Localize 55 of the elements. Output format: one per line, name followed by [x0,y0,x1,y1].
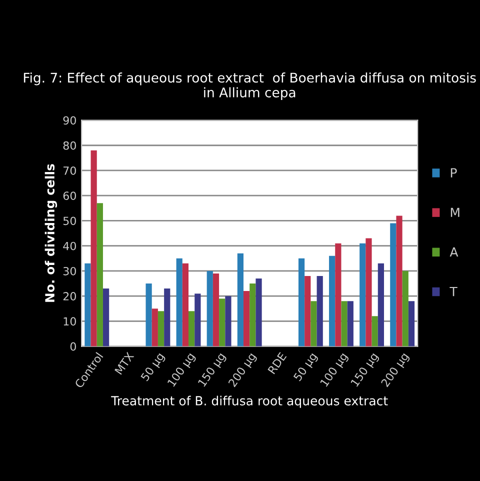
legend-label: T [450,287,458,296]
bar [176,258,182,346]
x-tick-label: 50 µg [140,352,166,383]
y-tick-label: 20 [63,292,76,300]
bar [256,278,262,346]
bar [366,238,372,346]
bar [396,216,402,346]
legend-label: A [450,247,458,257]
bar [347,301,354,346]
bar [182,263,189,346]
bar [298,258,305,346]
bar [84,263,91,346]
y-axis-title: No. of dividing cells [44,164,58,302]
y-tick-label: 30 [63,266,76,276]
bar [390,223,396,346]
bar [237,253,244,346]
bar [206,270,213,346]
bar [188,311,195,346]
y-tick-label: 40 [63,242,76,250]
bar [316,276,323,346]
bar [225,296,232,346]
y-tick-label: 50 [63,216,76,226]
legend-label: P [450,168,457,178]
y-tick-label: 80 [63,141,76,150]
bar [243,291,250,346]
bar [402,270,408,346]
y-tick-label: 90 [63,116,76,125]
y-tick-label: 60 [63,192,76,200]
x-axis-title: Treatment of B. diffusa root aqueous extract [111,396,388,408]
bar [408,301,415,346]
bar [310,301,317,346]
bar [219,298,226,346]
bar [250,284,256,346]
bar [152,308,158,346]
chart-title: Fig. 7: Effect of aqueous root extract of Boerhavia diffusa on mitosis in Allium cepa [24,72,476,100]
bar [335,243,342,346]
bar [146,284,152,346]
bar [90,150,97,346]
bar [329,256,336,346]
y-tick-label: 70 [64,166,76,175]
bar [341,301,348,346]
bar [164,288,170,346]
bar [378,263,384,346]
y-tick-label: 0 [70,342,76,351]
y-tick-label: 10 [64,317,76,326]
bar [372,316,378,346]
bar [102,288,110,346]
legend-label: M [450,208,460,217]
bar [158,311,164,346]
bar [212,273,220,346]
bar [96,203,103,346]
bar [360,243,366,346]
bar [304,276,311,346]
x-tick-label: 50 µg [293,352,319,383]
bar [194,294,201,346]
